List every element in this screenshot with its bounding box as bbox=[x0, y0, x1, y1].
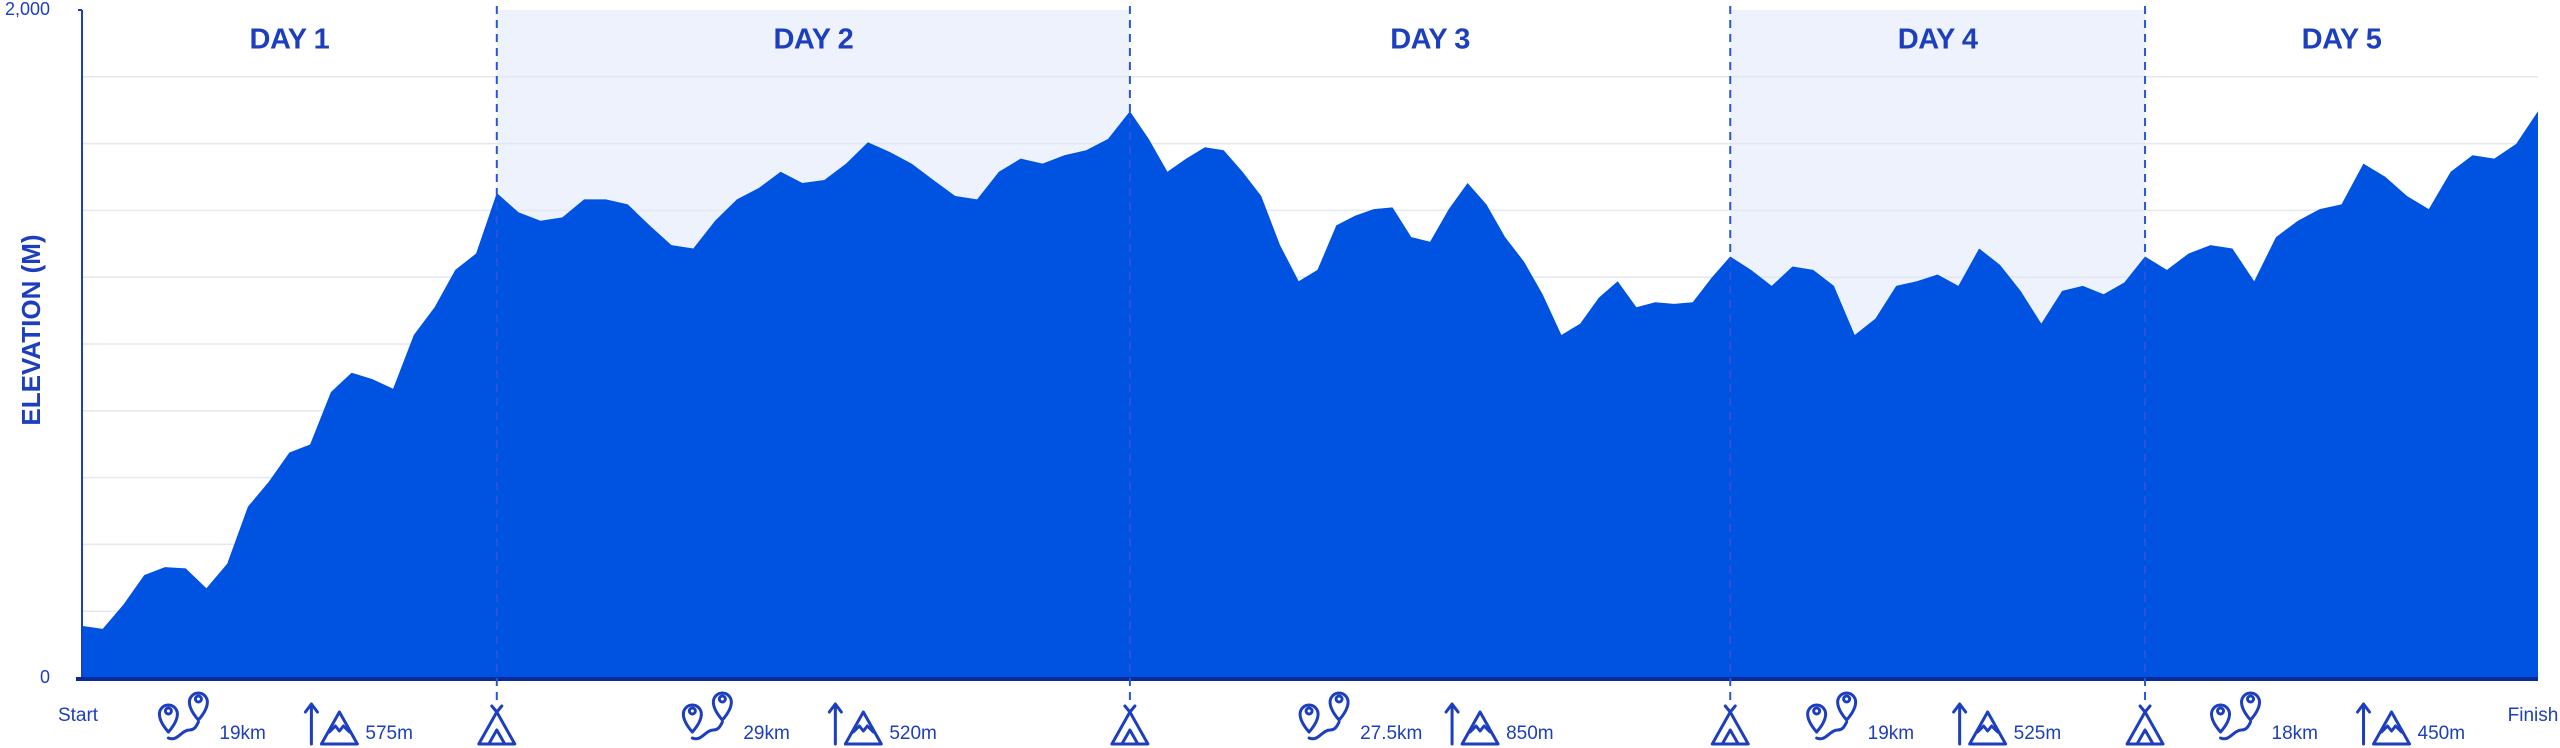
y-tick-label: 0 bbox=[40, 667, 50, 687]
tent-icon-part bbox=[490, 704, 504, 714]
tent-icon-part bbox=[1720, 728, 1740, 746]
route-icon-part bbox=[690, 720, 724, 741]
ascent-label: 850m bbox=[1506, 723, 1554, 744]
route-icon-part bbox=[687, 706, 697, 716]
ascent-icon-part bbox=[1444, 702, 1460, 746]
start-label: Start bbox=[58, 705, 99, 726]
ascent-icon-part bbox=[319, 710, 359, 746]
route-icon-part bbox=[2219, 720, 2253, 741]
tent-icon bbox=[2125, 704, 2165, 746]
route-icon-part bbox=[1806, 703, 1828, 734]
tent-icon-part bbox=[1123, 704, 1137, 714]
ascent-icon-part bbox=[2356, 702, 2372, 746]
route-icon bbox=[1298, 691, 1350, 741]
route-icon-part bbox=[1842, 694, 1852, 704]
tent-icon-part bbox=[477, 710, 517, 746]
day-label: DAY 2 bbox=[773, 24, 853, 56]
distance-label: 29km bbox=[743, 723, 789, 744]
ascent-label: 525m bbox=[2014, 723, 2062, 744]
route-icon-part bbox=[163, 706, 173, 716]
day-label: DAY 1 bbox=[250, 24, 330, 56]
route-icon-part bbox=[193, 694, 203, 704]
ascent-icon bbox=[827, 702, 883, 746]
ascent-icon bbox=[1952, 702, 2008, 746]
y-tick-label: 2,000 bbox=[5, 0, 50, 19]
tent-icon-part bbox=[2138, 704, 2152, 714]
day-label: DAY 4 bbox=[1898, 24, 1978, 56]
tent-icon bbox=[1710, 704, 1750, 746]
route-icon-part bbox=[717, 694, 727, 704]
route-icon-part bbox=[2240, 691, 2262, 722]
route-icon-part bbox=[1334, 694, 1344, 704]
tent-icon-part bbox=[1120, 728, 1140, 746]
day-label: DAY 5 bbox=[2302, 24, 2382, 56]
ascent-icon-part bbox=[1952, 702, 1968, 746]
tent-icon-part bbox=[1710, 710, 1750, 746]
distance-label: 18km bbox=[2272, 723, 2318, 744]
ascent-label: 450m bbox=[2418, 723, 2466, 744]
route-icon-part bbox=[1298, 703, 1320, 734]
route-icon-part bbox=[1812, 706, 1822, 716]
ascent-icon bbox=[303, 702, 359, 746]
route-icon-part bbox=[157, 703, 179, 734]
tent-icon-part bbox=[2125, 710, 2165, 746]
route-icon-part bbox=[1304, 706, 1314, 716]
ascent-label: 575m bbox=[365, 723, 413, 744]
route-icon-part bbox=[1307, 720, 1341, 741]
route-icon bbox=[1806, 691, 1858, 741]
route-icon-part bbox=[1836, 691, 1858, 722]
ascent-icon-part bbox=[2380, 724, 2404, 734]
route-icon-part bbox=[1815, 720, 1849, 741]
route-icon-part bbox=[2246, 694, 2256, 704]
distance-label: 19km bbox=[1868, 723, 1914, 744]
ascent-icon bbox=[2356, 702, 2412, 746]
ascent-icon-part bbox=[2372, 710, 2412, 746]
ascent-icon-part bbox=[1976, 724, 2000, 734]
ascent-icon bbox=[1444, 702, 1500, 746]
tent-icon-part bbox=[487, 728, 507, 746]
route-icon-part bbox=[187, 691, 209, 722]
ascent-icon-part bbox=[1468, 724, 1492, 734]
route-icon-part bbox=[2216, 706, 2226, 716]
route-icon bbox=[681, 691, 733, 741]
route-icon-part bbox=[166, 720, 200, 741]
day-label: DAY 3 bbox=[1390, 24, 1470, 56]
ascent-icon-part bbox=[1460, 710, 1500, 746]
route-icon bbox=[157, 691, 209, 741]
y-axis-title: ELEVATION (M) bbox=[16, 234, 46, 425]
ascent-icon-part bbox=[843, 710, 883, 746]
tent-icon bbox=[477, 704, 517, 746]
ascent-icon-part bbox=[327, 724, 351, 734]
tent-icon-part bbox=[1723, 704, 1737, 714]
tent-icon bbox=[1110, 704, 1150, 746]
route-icon bbox=[2210, 691, 2262, 741]
ascent-icon-part bbox=[303, 702, 319, 746]
route-icon-part bbox=[2210, 703, 2232, 734]
ascent-icon-part bbox=[1968, 710, 2008, 746]
ascent-icon-part bbox=[851, 724, 875, 734]
route-icon-part bbox=[711, 691, 733, 722]
distance-label: 19km bbox=[219, 723, 265, 744]
tent-icon-part bbox=[2135, 728, 2155, 746]
ascent-label: 520m bbox=[889, 723, 937, 744]
elevation-area bbox=[82, 111, 2538, 678]
finish-label: Finish bbox=[2508, 705, 2559, 726]
route-icon-part bbox=[681, 703, 703, 734]
tent-icon-part bbox=[1110, 710, 1150, 746]
distance-label: 27.5km bbox=[1360, 723, 1422, 744]
ascent-icon-part bbox=[827, 702, 843, 746]
route-icon-part bbox=[1328, 691, 1350, 722]
